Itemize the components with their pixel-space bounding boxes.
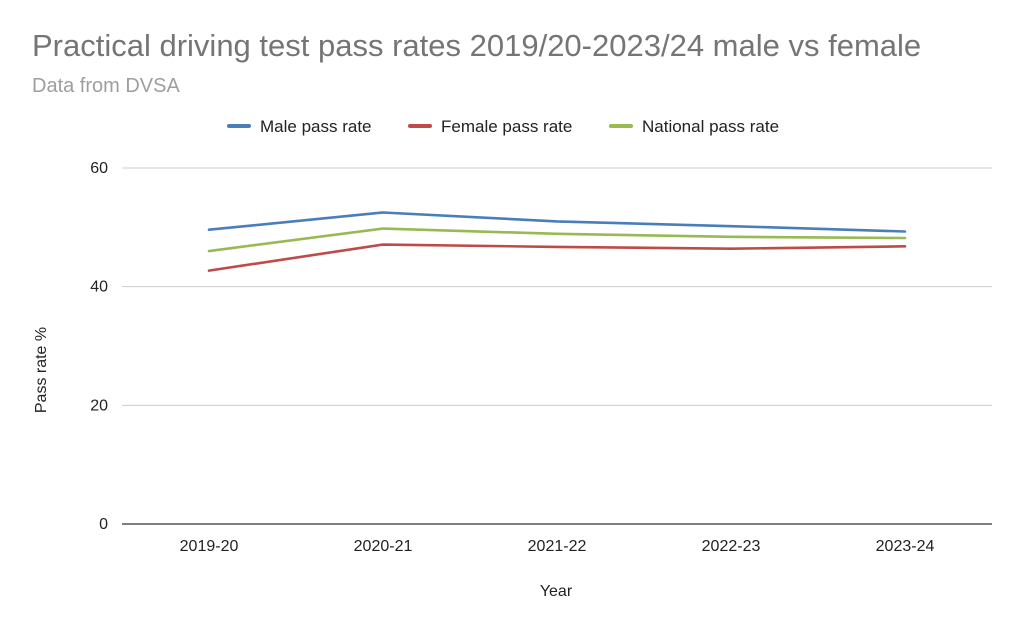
x-tick-label: 2023-24	[876, 538, 935, 555]
legend-item-female-pass-rate: Female pass rate	[408, 117, 572, 136]
gridlines	[122, 167, 992, 525]
legend-label: Female pass rate	[441, 117, 572, 136]
x-tick-label: 2021-22	[528, 538, 587, 555]
series-line-female-pass-rate	[207, 243, 907, 272]
x-tick-label: 2022-23	[702, 538, 761, 555]
chart-subtitle: Data from DVSA	[32, 75, 180, 97]
y-tick-label: 20	[90, 397, 108, 414]
y-axis-label: Pass rate %	[33, 327, 50, 413]
x-tick-label: 2019-20	[180, 538, 239, 555]
series-line-male-pass-rate	[207, 211, 907, 233]
legend-label: National pass rate	[642, 117, 779, 136]
series-lines	[207, 211, 907, 272]
y-tick-label: 40	[90, 279, 108, 296]
chart-title: Practical driving test pass rates 2019/2…	[32, 28, 922, 63]
y-tick-label: 60	[90, 160, 108, 177]
x-axis-label: Year	[540, 583, 573, 600]
y-axis-ticks: 0 20 40 60	[90, 160, 108, 533]
x-axis-ticks: 2019-20 2020-21 2021-22 2022-23 2023-24	[180, 538, 935, 555]
y-tick-label: 0	[99, 516, 108, 533]
legend-label: Male pass rate	[260, 117, 372, 136]
legend-item-male-pass-rate: Male pass rate	[227, 117, 372, 136]
legend: Male pass rate Female pass rate National p…	[227, 117, 779, 136]
legend-item-national-pass-rate: National pass rate	[609, 117, 779, 136]
x-tick-label: 2020-21	[354, 538, 413, 555]
